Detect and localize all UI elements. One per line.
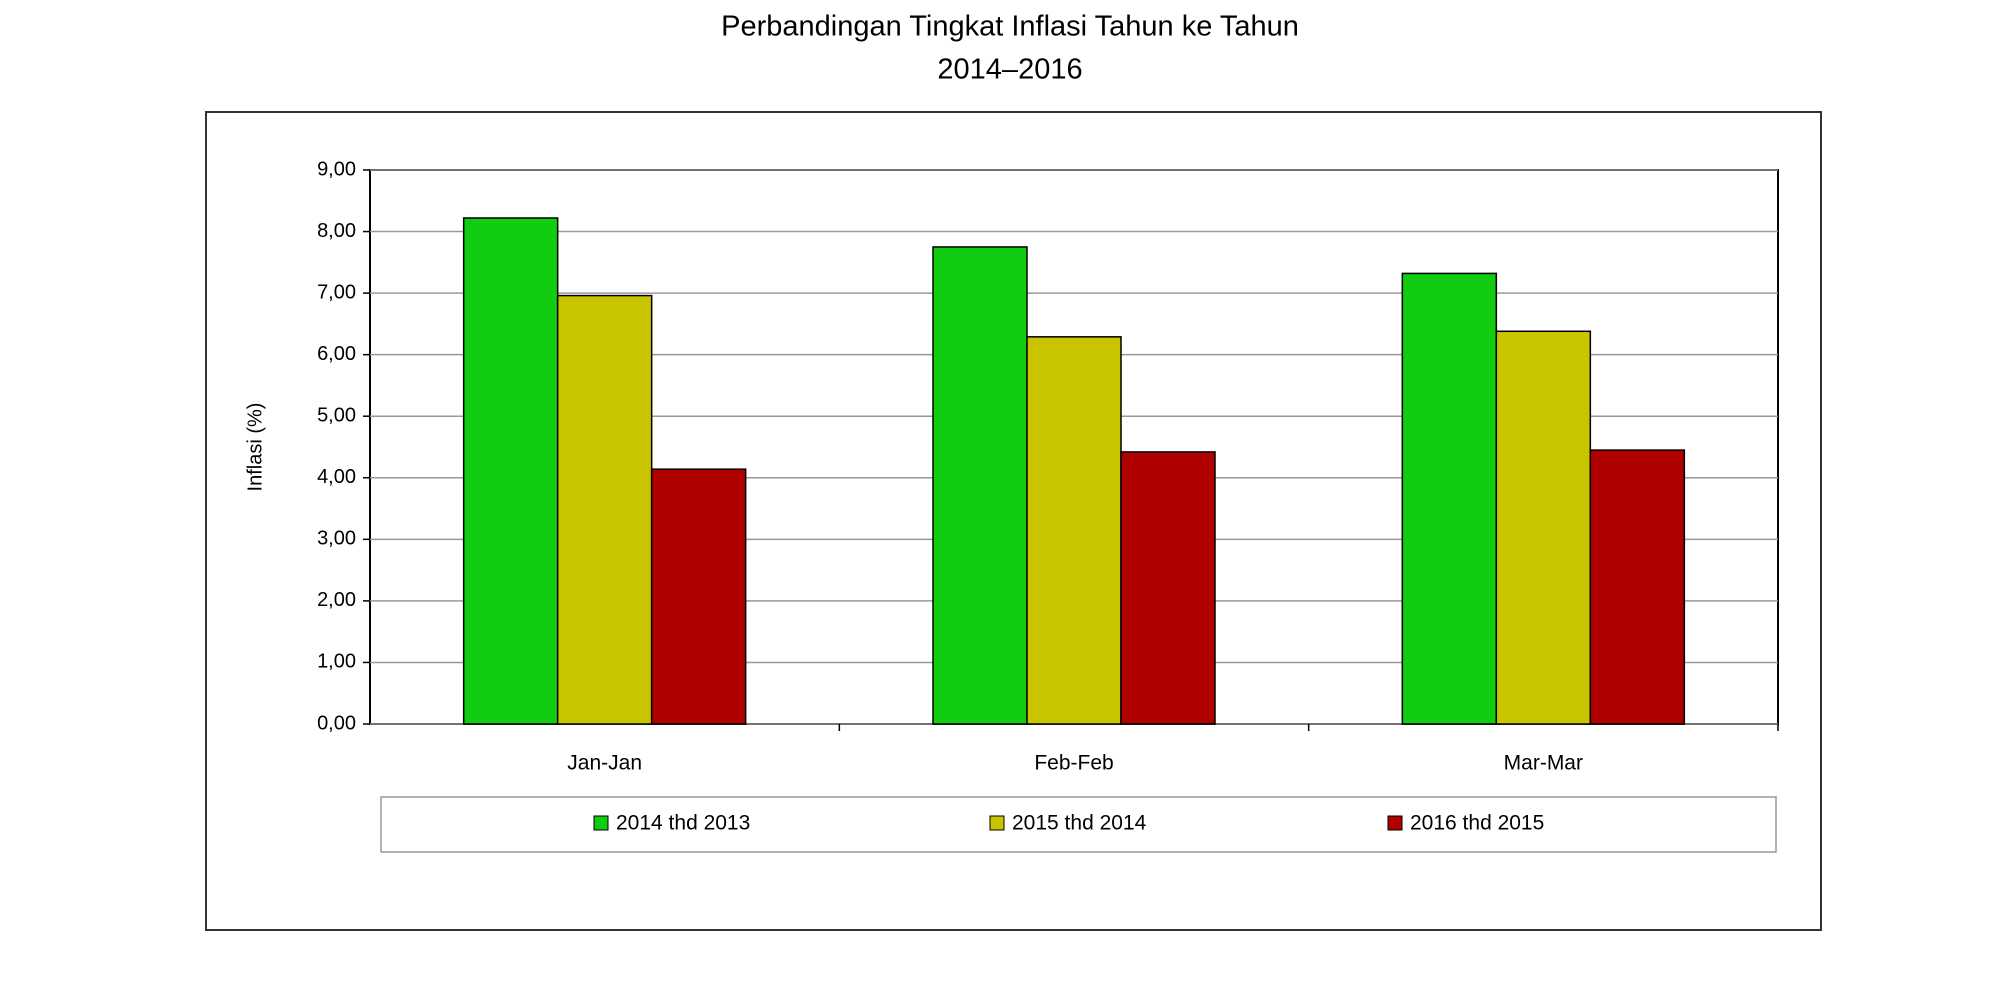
chart-frame [205, 111, 1822, 931]
bar [932, 246, 1028, 725]
bar [462, 217, 559, 725]
y-axis-label: Inflasi (%) [244, 403, 266, 492]
y-tick-label: 3,00 [317, 528, 356, 550]
chart-subtitle: 2014–2016 [937, 54, 1082, 86]
bar [1589, 449, 1686, 725]
y-tick-label: 8,00 [317, 220, 356, 242]
bar [1026, 336, 1122, 725]
legend-label: 2014 thd 2013 [616, 812, 750, 835]
x-tick-label: Jan-Jan [567, 752, 642, 775]
y-tick-label: 4,00 [317, 466, 356, 488]
bar [1495, 330, 1592, 725]
legend-label: 2015 thd 2014 [1012, 812, 1147, 835]
bar [650, 468, 747, 725]
x-tick-label: Mar-Mar [1504, 752, 1583, 775]
bar [1401, 272, 1498, 725]
y-tick-label: 5,00 [317, 405, 356, 427]
bar [1120, 451, 1216, 725]
legend-swatch [593, 815, 609, 831]
y-tick-label: 1,00 [317, 651, 356, 673]
legend-swatch [1387, 815, 1403, 831]
y-tick-label: 7,00 [317, 281, 356, 303]
legend [380, 796, 1777, 853]
bar [556, 294, 653, 725]
chart-title: Perbandingan Tingkat Inflasi Tahun ke Ta… [721, 11, 1299, 43]
legend-label: 2016 thd 2015 [1410, 812, 1544, 835]
legend-swatch [989, 815, 1005, 831]
y-tick-label: 6,00 [317, 343, 356, 365]
y-tick-label: 0,00 [317, 712, 356, 734]
y-tick-label: 2,00 [317, 589, 356, 611]
y-tick-label: 9,00 [317, 158, 356, 180]
x-tick-label: Feb-Feb [1034, 752, 1113, 775]
